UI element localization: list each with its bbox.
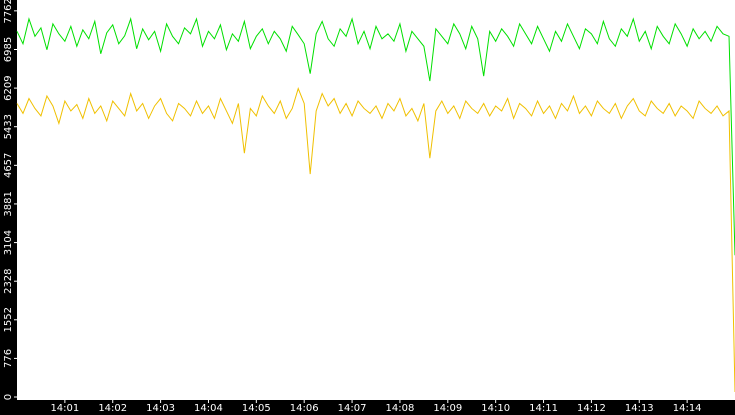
y-tick-label: 5433 <box>3 114 14 139</box>
y-tick-label: 2328 <box>3 268 14 293</box>
y-tick-label: 1552 <box>3 307 14 332</box>
y-tick-label: 3104 <box>3 230 14 255</box>
x-tick-label: 14:02 <box>98 403 127 414</box>
x-tick-label: 14:10 <box>481 403 510 414</box>
x-tick-label: 14:14 <box>673 403 702 414</box>
x-tick-label: 14:07 <box>338 403 367 414</box>
series-line <box>16 17 735 256</box>
y-tick-label: 776 <box>3 349 14 368</box>
x-tick-label: 14:08 <box>386 403 415 414</box>
x-tick-label: 14:12 <box>577 403 606 414</box>
x-tick-label: 14:06 <box>290 403 319 414</box>
plot-area <box>17 0 735 400</box>
y-tick-label: 0 <box>3 394 14 400</box>
x-tick-label: 14:03 <box>146 403 175 414</box>
x-tick-label: 14:09 <box>433 403 462 414</box>
y-tick-label: 7762 <box>3 0 14 24</box>
series-line <box>16 87 735 393</box>
y-tick-label: 6985 <box>3 37 14 62</box>
y-tick-label: 6209 <box>3 75 14 100</box>
y-tick-label: 4657 <box>3 153 14 178</box>
x-tick-label: 14:01 <box>50 403 79 414</box>
x-tick-label: 14:11 <box>529 403 558 414</box>
x-tick-label: 14:13 <box>625 403 654 414</box>
x-tick-label: 14:04 <box>194 403 223 414</box>
y-tick-label: 3881 <box>3 191 14 216</box>
x-tick-label: 14:05 <box>242 403 271 414</box>
